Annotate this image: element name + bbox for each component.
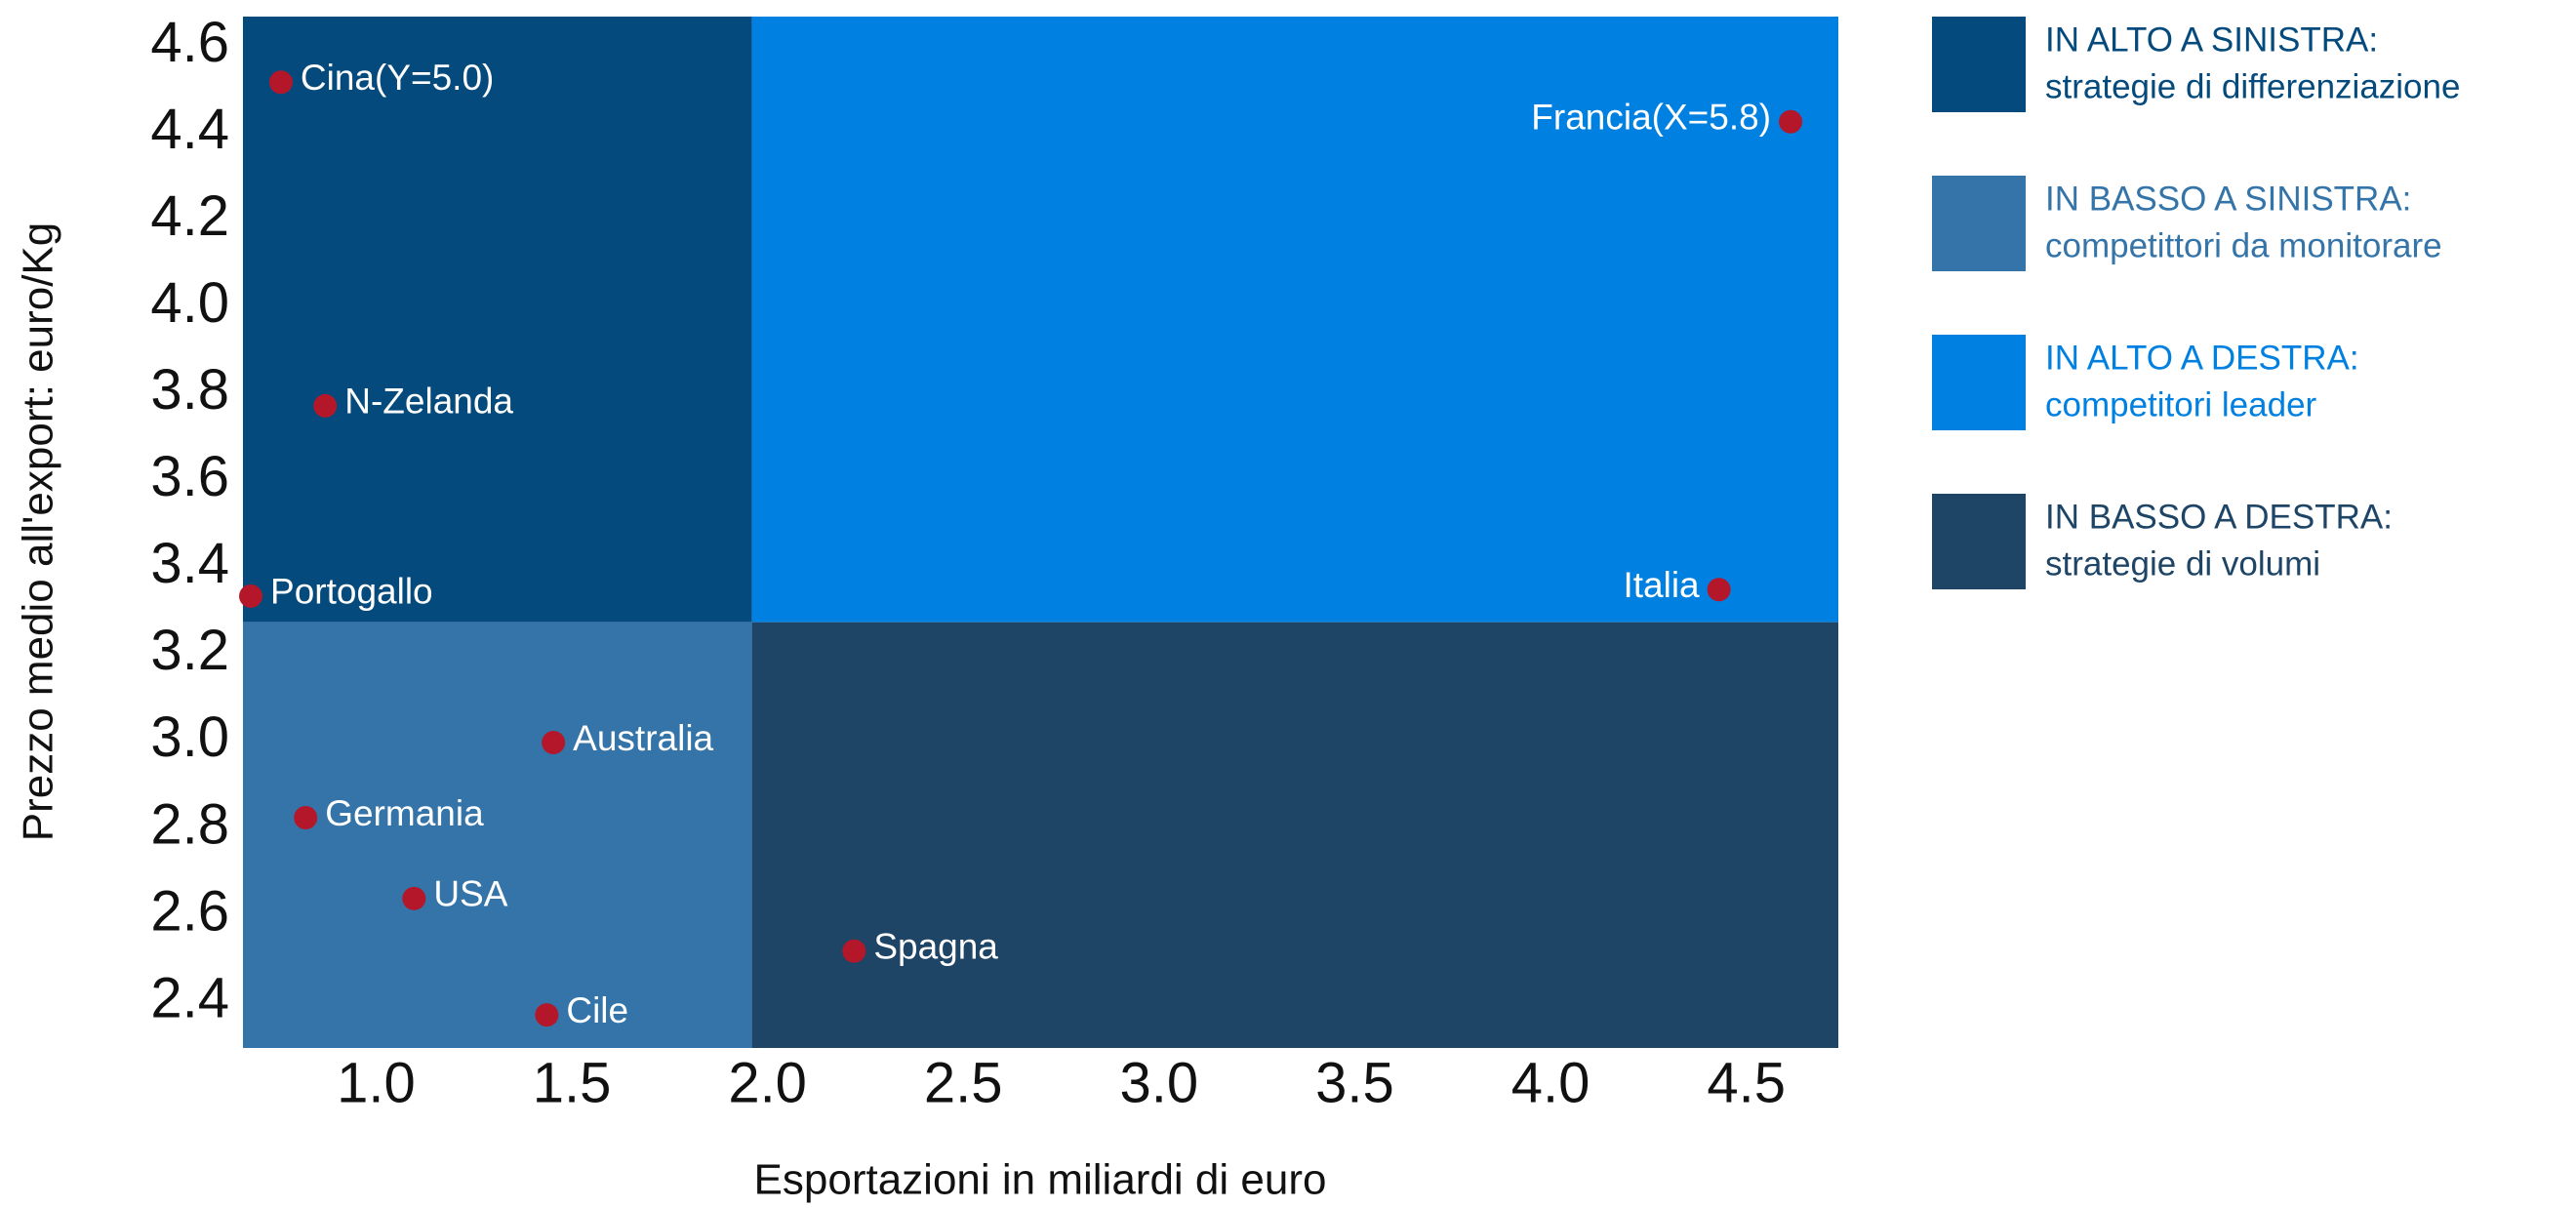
y-tick-label: 3.4 xyxy=(150,532,229,595)
point-label: N-Zelanda xyxy=(344,382,513,422)
point xyxy=(1779,109,1803,134)
x-tick-label: 4.5 xyxy=(1707,1051,1786,1114)
y-tick-label: 3.2 xyxy=(150,619,229,682)
x-axis-label: Esportazioni in miliardi di euro xyxy=(754,1156,1327,1204)
x-tick-label: 2.5 xyxy=(924,1051,1003,1114)
y-tick-label: 4.6 xyxy=(150,11,229,74)
point xyxy=(542,730,566,754)
point-label: Italia xyxy=(1623,565,1700,605)
x-tick-label: 2.0 xyxy=(728,1051,807,1114)
legend-swatch xyxy=(1932,176,2026,271)
point xyxy=(294,806,318,830)
legend-swatch xyxy=(1932,17,2026,112)
point-label: Spagna xyxy=(873,926,998,966)
quadrant xyxy=(243,622,752,1048)
y-tick-label: 4.4 xyxy=(150,98,229,161)
y-tick-label: 3.6 xyxy=(150,445,229,508)
point-label: Portogallo xyxy=(270,572,433,612)
x-tick-label: 1.0 xyxy=(337,1051,416,1114)
legend-swatch xyxy=(1932,335,2026,430)
point xyxy=(1707,578,1731,602)
legend-title: IN ALTO A DESTRA: xyxy=(2045,339,2359,377)
y-tick-label: 4.2 xyxy=(150,184,229,248)
quadrant xyxy=(243,17,752,623)
point xyxy=(239,584,263,608)
y-tick-label: 3.0 xyxy=(150,705,229,769)
x-tick-label: 1.5 xyxy=(533,1051,612,1114)
point xyxy=(842,939,866,963)
y-tick-label: 4.0 xyxy=(150,271,229,335)
y-tick-label: 2.8 xyxy=(150,792,229,856)
legend-description: competitori leader xyxy=(2045,385,2317,423)
point-label: Australia xyxy=(573,718,713,758)
legend-title: IN BASSO A SINISTRA: xyxy=(2045,180,2411,218)
x-tick-label: 3.5 xyxy=(1315,1051,1394,1114)
point xyxy=(402,886,426,910)
legend-title: IN ALTO A SINISTRA: xyxy=(2045,20,2378,59)
legend-swatch xyxy=(1932,494,2026,589)
point xyxy=(268,70,293,95)
point xyxy=(313,393,338,418)
legend-description: competittori da monitorare xyxy=(2045,226,2442,264)
point xyxy=(535,1003,559,1027)
legend-description: strategie di volumi xyxy=(2045,544,2320,583)
legend-title: IN BASSO A DESTRA: xyxy=(2045,498,2393,536)
x-tick-label: 4.0 xyxy=(1511,1051,1590,1114)
y-tick-label: 3.8 xyxy=(150,358,229,422)
y-tick-label: 2.4 xyxy=(150,966,229,1029)
y-axis-label: Prezzo medio all'export: euro/Kg xyxy=(15,222,62,842)
legend-description: strategie di differenziazione xyxy=(2045,67,2460,105)
y-tick-label: 2.6 xyxy=(150,879,229,943)
quadrant xyxy=(751,17,1838,623)
point-label: Germania xyxy=(325,793,484,833)
point-label: USA xyxy=(433,874,507,914)
point-label: Cina(Y=5.0) xyxy=(301,58,494,98)
point-label: Cile xyxy=(566,990,628,1030)
x-tick-label: 3.0 xyxy=(1120,1051,1199,1114)
point-label: Francia(X=5.8) xyxy=(1531,98,1771,138)
quadrant xyxy=(751,622,1838,1048)
